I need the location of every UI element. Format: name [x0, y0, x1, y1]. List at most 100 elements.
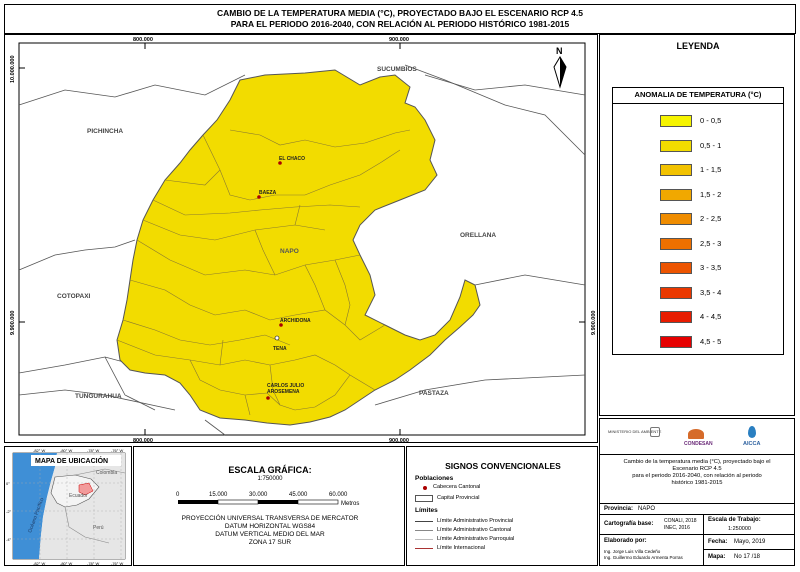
cartography-value-2: INEC, 2016: [664, 525, 690, 531]
date-value: Mayo, 2019: [734, 539, 766, 545]
signs-lim-cant: Límite Administrativo Cantonal: [437, 527, 512, 533]
lon-tick-3: -78° W: [87, 448, 99, 453]
title-line-1: CAMBIO DE LA TEMPERATURA MEDIA (°C), PRO…: [217, 8, 583, 18]
description: Cambio de la temperatura media (°C), pro…: [600, 459, 794, 487]
projection-info: PROYECCIÓN UNIVERSAL TRANSVERSA DE MERCA…: [134, 515, 406, 547]
legend-label: 1,5 - 2: [700, 189, 722, 199]
legend-swatch: [660, 164, 692, 176]
label-orellana: ORELLANA: [460, 232, 496, 239]
province-label: Provincia:: [604, 506, 634, 512]
scale-panel: ESCALA GRÁFICA: 1:750000 0 15.000 30.000…: [133, 446, 405, 566]
label-colombia: Colombia: [96, 470, 117, 476]
projection-line-4: ZONA 17 SUR: [248, 539, 292, 546]
signs-title: SIGNOS CONVENCIONALES: [445, 461, 561, 471]
description-line-2: Escenario RCP 4.5: [672, 466, 722, 472]
location-map: MAPA DE UBICACIÓN Colombia Ecuador Perú …: [4, 446, 132, 566]
lat-tick-2: -2°: [6, 509, 12, 514]
legend-item: 1 - 1,5: [660, 164, 780, 176]
elaborated-cell: Elaborado por: Ing. Jorge Luis Villa Ced…: [600, 535, 704, 565]
coord-right-bottom: 9.900.000: [591, 311, 597, 335]
coord-left-bottom: 9.900.000: [10, 311, 16, 335]
town-marker-el-chaco: [278, 161, 282, 165]
legend-swatch: [660, 286, 692, 299]
lon-tick-bottom-3: -78° W: [87, 561, 99, 566]
legend-item: 0,5 - 1: [660, 139, 780, 152]
signs-lim-int: Límite Internacional: [437, 545, 485, 551]
province-row: Provincia: NAPO: [600, 503, 794, 515]
legend-label: 1 - 1,5: [700, 165, 722, 174]
legend-label: 0,5 - 1: [700, 140, 722, 150]
scale-tick-4: 60.000: [329, 492, 348, 498]
conventional-signs-panel: SIGNOS CONVENCIONALES Poblaciones Cabece…: [406, 446, 598, 566]
capital-provincial-icon: [415, 495, 433, 502]
legend-swatch: [660, 188, 692, 201]
scale-tick-2: 30.000: [249, 492, 268, 498]
legend-swatch: [660, 139, 692, 152]
label-cotopaxi: COTOPAXI: [57, 293, 91, 300]
location-map-svg: MAPA DE UBICACIÓN Colombia Ecuador Perú …: [6, 448, 126, 566]
provincial-limit-icon: [415, 521, 433, 522]
label-carlos-julio: CARLOS JULIO: [267, 383, 304, 389]
condesan-logo-icon: [688, 429, 704, 439]
parroquial-limit-icon: [415, 539, 433, 540]
cartography-value-1: CONALI, 2018: [664, 518, 697, 524]
lon-tick-2: -80° W: [60, 448, 72, 453]
label-pichincha: PICHINCHA: [87, 128, 123, 135]
logo-condesan: CONDESAN: [684, 441, 713, 447]
cabecera-cantonal-icon: [423, 486, 427, 490]
label-tena: TENA: [273, 346, 287, 352]
legend-label: 4 - 4,5: [700, 312, 722, 321]
international-limit-icon: [415, 548, 433, 549]
legend-label: 3,5 - 4: [700, 287, 722, 297]
town-marker-baeza: [257, 195, 261, 199]
legend-swatch: [660, 311, 692, 323]
scale-work-cell: Escala de Trabajo: 1:250000: [704, 515, 794, 535]
signs-capital: Capital Provincial: [437, 495, 480, 501]
legend-label: 2,5 - 3: [700, 238, 722, 248]
location-map-title: MAPA DE UBICACIÓN: [35, 456, 108, 465]
legend-item: 3,5 - 4: [660, 286, 780, 299]
projection-line-1: PROYECCIÓN UNIVERSAL TRANSVERSA DE MERCA…: [181, 515, 359, 522]
aicca-logo-icon: [748, 426, 756, 438]
shield-icon: [650, 427, 660, 437]
label-sucumbios: SUCUMBIOS: [377, 66, 417, 73]
label-napo: NAPO: [280, 248, 299, 255]
legend-label: 0 - 0,5: [700, 116, 722, 125]
signs-populations: Poblaciones: [415, 475, 454, 482]
lon-tick-1: -82° W: [33, 448, 45, 453]
legend-swatch: [660, 213, 692, 225]
label-arosemena: AROSEMENA: [267, 389, 300, 395]
signs-lim-parr: Límite Administrativo Parroquial: [437, 536, 515, 542]
lat-tick-3: -4°: [6, 537, 12, 542]
north-label: N: [556, 46, 563, 56]
napo-highlight: [78, 482, 94, 496]
signs-limits: Límites: [415, 507, 438, 514]
map-number-cell: Mapa: No 17 /18: [704, 550, 794, 565]
logos-row: MINISTERIO DEL AMBIENTE CONDESAN AICCA: [600, 419, 794, 455]
description-line-1: Cambio de la temperatura media (°C), pro…: [623, 459, 771, 465]
map-number-value: No 17 /18: [734, 554, 761, 560]
napo-province: [116, 69, 481, 426]
main-map: SUCUMBIOS PICHINCHA ORELLANA COTOPAXI TU…: [10, 37, 597, 444]
legend-swatch: [660, 237, 692, 250]
town-marker-archidona: [279, 323, 283, 327]
projection-line-3: DATUM VERTICAL MEDIO DEL MAR: [215, 531, 325, 538]
lat-tick-1: 0°: [6, 481, 10, 486]
signs-lim-prov: Límite Administrativo Provincial: [437, 518, 514, 524]
lon-tick-4: -76° W: [111, 448, 123, 453]
legend-swatch: [660, 262, 692, 274]
info-panel: MINISTERIO DEL AMBIENTE CONDESAN AICCA C…: [599, 418, 795, 566]
elaborated-label: Elaborado por:: [604, 538, 647, 544]
lon-tick-bottom-2: -80° W: [60, 561, 72, 566]
scale-unit: Metros: [341, 501, 359, 507]
legend-item: 4 - 4,5: [660, 311, 780, 323]
province-value: NAPO: [638, 506, 656, 512]
scale-ratio: 1:750000: [257, 476, 283, 482]
scale-title: ESCALA GRÁFICA:: [228, 465, 312, 475]
legend-item: 3 - 3,5: [660, 262, 780, 274]
scale-tick-1: 15.000: [209, 492, 228, 498]
legend-item: 1,5 - 2: [660, 188, 780, 201]
neighbor-boundaries: [18, 64, 586, 436]
map-title: CAMBIO DE LA TEMPERATURA MEDIA (°C), PRO…: [4, 4, 796, 34]
label-pastaza: PASTAZA: [419, 390, 449, 397]
